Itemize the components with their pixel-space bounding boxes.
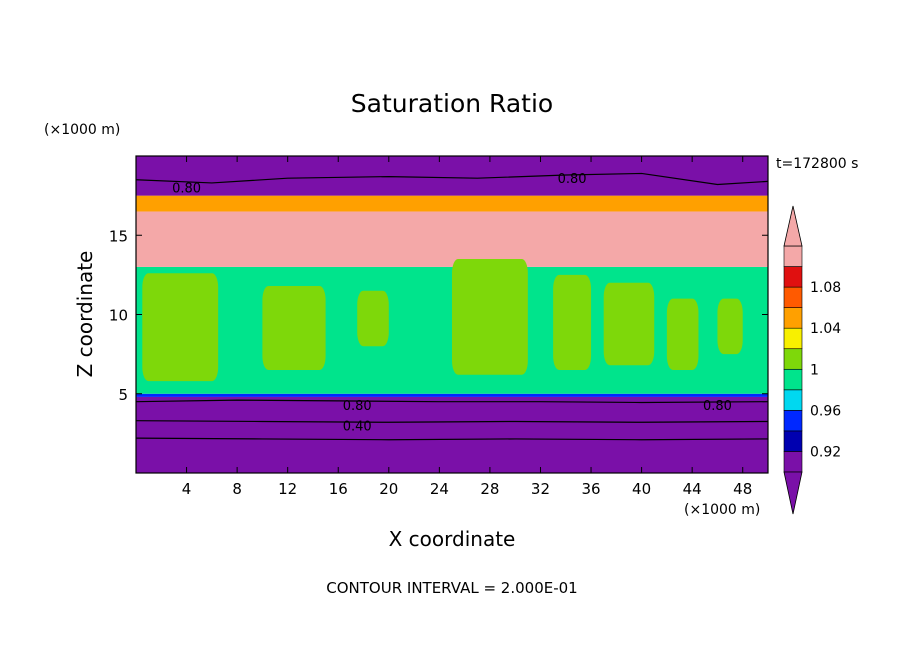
heatmap-band-0	[136, 396, 768, 473]
contour-label-0: 0.80	[172, 182, 201, 197]
y-axis-title: Z coordinate	[73, 251, 97, 378]
x-tick-label-7: 32	[531, 480, 550, 498]
contour-line-3	[136, 437, 768, 441]
colorbar-segment-1	[783, 430, 803, 452]
colorbar-segment-9	[783, 266, 803, 288]
heatmap-patch-6	[666, 298, 699, 370]
colorbar-segment-8	[783, 286, 803, 308]
x-tick-label-3: 16	[329, 480, 348, 498]
y-axis: 5 10 15	[109, 227, 768, 404]
heatmap-band-1	[136, 393, 768, 397]
contour-line-0	[136, 172, 768, 186]
heatmap-patch-4	[553, 274, 592, 370]
colorbar-tick-label-1: 0.96	[810, 403, 841, 419]
heatmap-band-4	[136, 195, 768, 212]
x-tick-label-8: 36	[581, 480, 600, 498]
colorbar-extend-top	[783, 205, 803, 247]
colorbar-segment-4	[783, 368, 803, 391]
contour-line-1	[136, 399, 768, 404]
heatmap-patch-0	[142, 273, 219, 382]
colorbar-segment-6	[783, 327, 803, 350]
heatmap-band-5	[136, 156, 768, 196]
contour-label-4: 0.80	[703, 399, 732, 414]
colorbar-segment-0	[783, 451, 803, 473]
chart-title: Saturation Ratio	[351, 89, 553, 118]
colorbar-tick-label-4: 1.08	[810, 280, 841, 296]
plot-area: 0.80 0.80 0.80 0.40 0.80	[136, 156, 768, 473]
x-tick-label-2: 12	[278, 480, 297, 498]
colorbar-segment-3	[783, 389, 803, 411]
colorbar-tick-label-2: 1	[810, 362, 819, 378]
x-tick-label-1: 8	[232, 480, 242, 498]
colorbar-segment-5	[783, 348, 803, 370]
colorbar: 0.92 0.96 1 1.04 1.08	[783, 205, 841, 515]
colorbar-tick-label-3: 1.04	[810, 321, 841, 337]
colorbar-tick-label-0: 0.92	[810, 444, 841, 460]
colorbar-segment-10	[783, 245, 803, 267]
y-tick-label-2: 15	[109, 227, 128, 245]
x-tick-label-4: 20	[379, 480, 398, 498]
contour-line-2	[136, 420, 768, 423]
contour-label-3: 0.40	[343, 419, 372, 434]
colorbar-extend-bottom	[783, 471, 803, 515]
heatmap-patch-2	[357, 290, 389, 347]
colorbar-segment-2	[783, 410, 803, 432]
x-tick-label-6: 28	[480, 480, 499, 498]
x-tick-label-10: 44	[683, 480, 702, 498]
contour-label-1: 0.80	[558, 172, 587, 187]
time-label: t=172800 s	[776, 156, 858, 172]
x-axis-unit: (×1000 m)	[684, 502, 760, 518]
x-tick-label-5: 24	[430, 480, 449, 498]
colorbar-segment-7	[783, 307, 803, 329]
x-tick-label-11: 48	[733, 480, 752, 498]
y-tick-label-0: 5	[118, 386, 128, 404]
heatmap-patch-3	[452, 259, 528, 375]
contour-interval-label: CONTOUR INTERVAL = 2.000E-01	[326, 579, 577, 597]
heatmap-patch-5	[603, 282, 655, 366]
y-axis-unit: (×1000 m)	[44, 122, 120, 138]
y-tick-label-1: 10	[109, 307, 128, 325]
x-tick-label-9: 40	[632, 480, 651, 498]
x-axis-title: X coordinate	[389, 527, 516, 551]
contour-label-2: 0.80	[343, 399, 372, 414]
heatmap-patch-7	[717, 298, 743, 355]
x-axis: 4 8 12 16 20 24 28 32 36 40 44 48	[182, 156, 752, 498]
x-tick-label-0: 4	[182, 480, 192, 498]
heatmap-patch-1	[262, 285, 326, 370]
heatmap-band-3	[136, 211, 768, 267]
